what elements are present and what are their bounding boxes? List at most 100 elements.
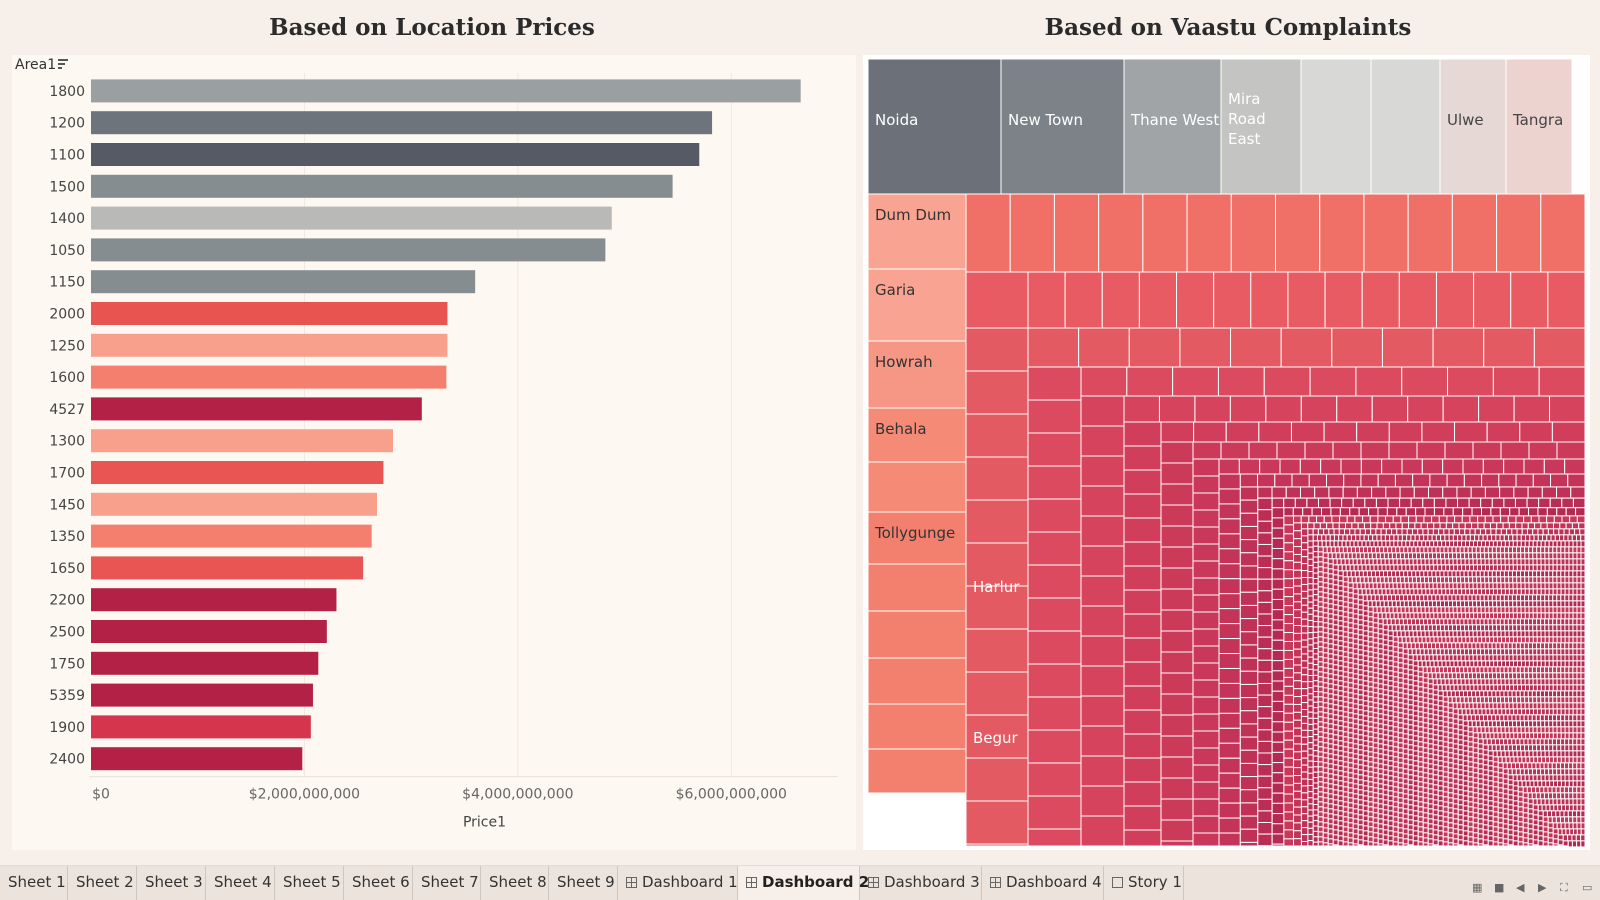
treemap-cell[interactable] bbox=[1294, 497, 1308, 509]
treemap-cell[interactable] bbox=[1382, 689, 1389, 696]
treemap-cell[interactable] bbox=[1487, 618, 1493, 626]
treemap-cell[interactable] bbox=[1337, 805, 1344, 812]
treemap-cell[interactable] bbox=[1499, 720, 1505, 728]
treemap-cell[interactable] bbox=[1507, 570, 1513, 578]
treemap-cell[interactable] bbox=[1425, 636, 1431, 644]
treemap-cell[interactable] bbox=[1417, 666, 1424, 673]
treemap-cell[interactable] bbox=[1479, 546, 1485, 554]
treemap-cell[interactable] bbox=[1372, 687, 1379, 694]
treemap-cell[interactable] bbox=[1357, 588, 1363, 596]
treemap-cell[interactable] bbox=[1283, 775, 1295, 786]
treemap-cell[interactable] bbox=[1576, 672, 1582, 680]
treemap-cell[interactable] bbox=[1382, 804, 1389, 811]
treemap-cell[interactable] bbox=[1560, 546, 1566, 554]
treemap-cell[interactable] bbox=[1347, 657, 1354, 664]
treemap-cell[interactable] bbox=[1357, 844, 1364, 847]
treemap-cell[interactable] bbox=[1366, 594, 1372, 602]
treemap-cell[interactable] bbox=[1558, 528, 1565, 536]
treemap-cell[interactable] bbox=[1322, 817, 1329, 824]
treemap-cell[interactable] bbox=[1230, 327, 1282, 368]
treemap-cell[interactable] bbox=[1392, 796, 1399, 803]
treemap-cell[interactable] bbox=[1372, 767, 1379, 774]
treemap-cell[interactable] bbox=[1482, 799, 1489, 806]
treemap-cell[interactable] bbox=[1377, 698, 1384, 705]
treemap-cell[interactable] bbox=[1416, 654, 1422, 662]
treemap-cell[interactable] bbox=[1520, 546, 1526, 554]
treemap-cell[interactable] bbox=[1560, 756, 1566, 764]
treemap-cell[interactable] bbox=[1392, 676, 1399, 683]
treemap-cell[interactable] bbox=[1568, 762, 1574, 770]
treemap-cell[interactable] bbox=[1476, 648, 1482, 656]
treemap-cell[interactable] bbox=[1317, 546, 1324, 553]
treemap-cell[interactable] bbox=[1442, 811, 1449, 818]
treemap-cell[interactable] bbox=[1332, 709, 1339, 716]
treemap-cell[interactable] bbox=[1362, 635, 1369, 642]
treemap-cell[interactable] bbox=[1568, 786, 1574, 794]
treemap-cell[interactable] bbox=[1367, 751, 1374, 758]
treemap-cell[interactable] bbox=[1405, 564, 1411, 572]
treemap-cell[interactable] bbox=[1317, 786, 1324, 793]
treemap-cell[interactable] bbox=[1283, 641, 1295, 651]
treemap-cell[interactable] bbox=[1239, 828, 1259, 843]
treemap-cell[interactable] bbox=[1512, 540, 1518, 548]
treemap-cell[interactable] bbox=[1445, 684, 1451, 692]
treemap-cell[interactable] bbox=[1271, 792, 1285, 804]
treemap-cell[interactable] bbox=[1382, 624, 1389, 631]
treemap-cell[interactable] bbox=[1475, 618, 1481, 626]
treemap-cell[interactable] bbox=[1442, 736, 1449, 743]
treemap-cell[interactable] bbox=[1548, 618, 1554, 626]
treemap-cell[interactable] bbox=[1580, 792, 1586, 800]
treemap-cell[interactable] bbox=[1397, 732, 1404, 739]
treemap-cell[interactable] bbox=[1543, 792, 1550, 800]
treemap-cell[interactable] bbox=[1449, 660, 1455, 668]
treemap-cell[interactable] bbox=[1307, 522, 1315, 530]
treemap-cell[interactable] bbox=[1462, 755, 1469, 762]
treemap-cell[interactable] bbox=[1519, 762, 1525, 770]
treemap-cell[interactable] bbox=[1427, 793, 1434, 800]
treemap-cell[interactable] bbox=[1362, 775, 1369, 782]
treemap-cell[interactable] bbox=[1447, 842, 1454, 847]
treemap-cell[interactable] bbox=[1300, 58, 1372, 195]
treemap-cell[interactable] bbox=[1546, 810, 1553, 818]
treemap-cell[interactable] bbox=[1463, 546, 1469, 554]
treemap-cell[interactable] bbox=[1503, 744, 1509, 752]
treemap-cell[interactable] bbox=[1300, 395, 1338, 423]
treemap-cell[interactable] bbox=[1505, 732, 1511, 740]
treemap-cell[interactable] bbox=[1473, 564, 1479, 572]
treemap-cell[interactable] bbox=[1368, 558, 1374, 566]
treemap-cell[interactable] bbox=[1307, 754, 1314, 762]
treemap-cell[interactable] bbox=[1556, 708, 1562, 716]
treemap-cell[interactable] bbox=[1560, 594, 1566, 602]
treemap-cell[interactable] bbox=[1387, 750, 1394, 757]
treemap-cell[interactable] bbox=[1477, 684, 1483, 692]
treemap-cell[interactable] bbox=[1528, 540, 1534, 548]
treemap-cell[interactable] bbox=[1271, 517, 1285, 529]
treemap-cell[interactable] bbox=[1402, 733, 1409, 740]
treemap-cell[interactable] bbox=[1497, 732, 1503, 740]
treemap-cell[interactable] bbox=[1412, 785, 1419, 792]
treemap-cell[interactable] bbox=[1123, 613, 1162, 639]
treemap-cell[interactable] bbox=[1432, 719, 1439, 726]
treemap-cell[interactable] bbox=[1482, 844, 1489, 847]
treemap-cell[interactable] bbox=[1576, 612, 1582, 620]
treemap-cell[interactable] bbox=[1352, 808, 1359, 815]
treemap-cell[interactable] bbox=[1080, 545, 1125, 577]
treemap-cell[interactable] bbox=[1432, 749, 1439, 756]
treemap-cell[interactable] bbox=[1568, 702, 1574, 710]
treemap-cell[interactable] bbox=[1483, 327, 1535, 368]
treemap-cell[interactable] bbox=[1580, 672, 1586, 680]
treemap-cell[interactable] bbox=[1511, 642, 1517, 650]
treemap-cell[interactable] bbox=[1568, 582, 1574, 590]
treemap-cell[interactable] bbox=[1361, 540, 1367, 548]
treemap-cell[interactable] bbox=[1496, 576, 1502, 584]
bar-1450[interactable] bbox=[91, 492, 377, 516]
treemap-cell[interactable] bbox=[1544, 702, 1550, 710]
treemap-cell[interactable] bbox=[1407, 739, 1414, 746]
treemap-cell[interactable] bbox=[1293, 569, 1302, 579]
treemap-cell[interactable] bbox=[1360, 441, 1390, 460]
treemap-cell[interactable] bbox=[1460, 630, 1466, 638]
treemap-cell[interactable] bbox=[1317, 571, 1324, 578]
treemap-cell[interactable] bbox=[1393, 588, 1399, 596]
treemap-cell[interactable] bbox=[1491, 696, 1498, 704]
treemap-cell[interactable] bbox=[1467, 741, 1474, 748]
